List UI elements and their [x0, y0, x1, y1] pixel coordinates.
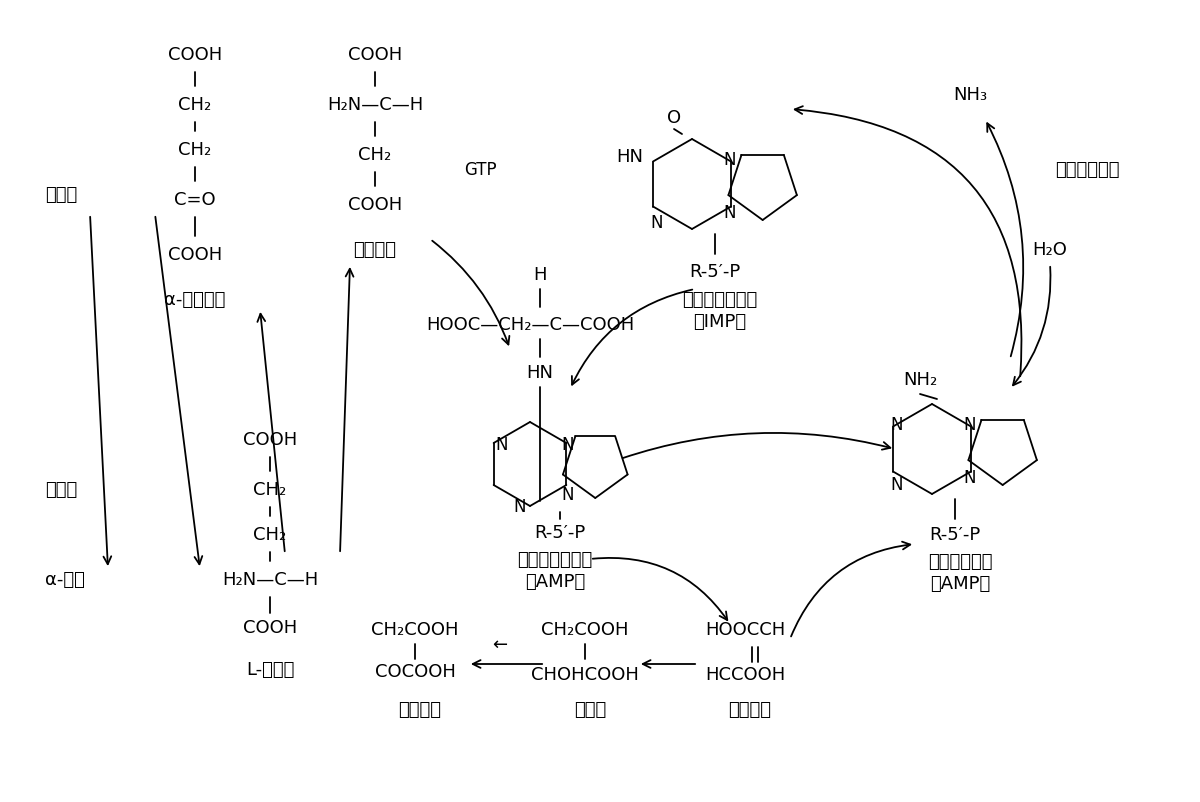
Text: （AMP）: （AMP） [930, 574, 990, 592]
Text: 腺苷酸脱氨酶: 腺苷酸脱氨酶 [1056, 160, 1120, 179]
Text: NH₃: NH₃ [953, 86, 988, 104]
Text: L-谷氨酸: L-谷氨酸 [246, 660, 294, 678]
Text: NH₂: NH₂ [902, 371, 937, 388]
Text: 天冬氨酸: 天冬氨酸 [354, 241, 396, 259]
Text: HN: HN [527, 363, 553, 382]
Text: COOH: COOH [348, 46, 402, 64]
Text: 草酸乙酸: 草酸乙酸 [398, 700, 442, 718]
Text: α-锐戊二酸: α-锐戊二酸 [164, 290, 226, 309]
Text: CH₂: CH₂ [253, 480, 287, 498]
Text: CH₂COOH: CH₂COOH [371, 620, 458, 638]
Text: O: O [667, 109, 682, 127]
Text: CHOHCOOH: CHOHCOOH [532, 665, 638, 683]
Text: N: N [964, 468, 977, 486]
Text: N: N [562, 435, 575, 453]
Text: CH₂: CH₂ [179, 141, 211, 159]
Text: COOH: COOH [242, 618, 298, 636]
Text: CH₂: CH₂ [179, 96, 211, 114]
Text: H₂N—C—H: H₂N—C—H [326, 96, 424, 114]
Text: COOH: COOH [348, 196, 402, 214]
Text: HN: HN [617, 148, 643, 166]
Text: COOH: COOH [168, 46, 222, 64]
Text: N: N [514, 497, 527, 516]
Text: COOH: COOH [242, 431, 298, 448]
Text: N: N [562, 485, 575, 504]
Text: （AMP）: （AMP） [524, 573, 586, 590]
Text: 延胡索酸: 延胡索酸 [728, 700, 772, 718]
Text: H: H [533, 265, 547, 284]
Text: H₂N—C—H: H₂N—C—H [222, 570, 318, 588]
Text: COCOOH: COCOOH [374, 662, 456, 680]
Text: R-5′-P: R-5′-P [534, 524, 586, 541]
Text: CH₂: CH₂ [253, 525, 287, 543]
Text: R-5′-P: R-5′-P [689, 263, 740, 281]
Text: 氨基酸: 氨基酸 [46, 186, 77, 204]
Text: GTP: GTP [463, 160, 497, 179]
Text: HOOCCH: HOOCCH [704, 620, 785, 638]
Text: 苹果酸: 苹果酸 [574, 700, 606, 718]
Text: COOH: COOH [168, 245, 222, 264]
Text: C=O: C=O [174, 191, 216, 209]
Text: N: N [964, 415, 977, 433]
Text: HCCOOH: HCCOOH [704, 665, 785, 683]
Text: 次黄嗄嘠核苷酸: 次黄嗄嘠核苷酸 [683, 290, 757, 309]
Text: 腺嗄嘠核苷酸: 腺嗄嘠核苷酸 [928, 553, 992, 570]
Text: α-锐酸: α-锐酸 [46, 570, 85, 588]
Text: N: N [724, 204, 737, 221]
Text: N: N [496, 435, 509, 453]
Text: N: N [724, 151, 737, 168]
Text: HOOC—CH₂—C—COOH: HOOC—CH₂—C—COOH [426, 316, 634, 334]
Text: N: N [890, 415, 904, 433]
Text: CH₂COOH: CH₂COOH [541, 620, 629, 638]
Text: N: N [890, 476, 904, 493]
Text: CH₂: CH₂ [359, 146, 391, 164]
Text: 腺苷酸代琥珀酸: 腺苷酸代琥珀酸 [517, 550, 593, 569]
Text: N: N [650, 214, 664, 232]
Text: R-5′-P: R-5′-P [929, 525, 980, 543]
Text: （IMP）: （IMP） [694, 313, 746, 330]
Text: ←: ← [492, 635, 508, 653]
Text: H₂O: H₂O [1032, 241, 1068, 259]
Text: 转氨酶: 转氨酶 [46, 480, 77, 498]
